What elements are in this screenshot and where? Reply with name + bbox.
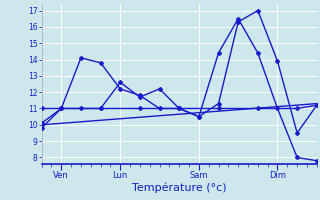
X-axis label: Température (°c): Température (°c): [132, 183, 227, 193]
